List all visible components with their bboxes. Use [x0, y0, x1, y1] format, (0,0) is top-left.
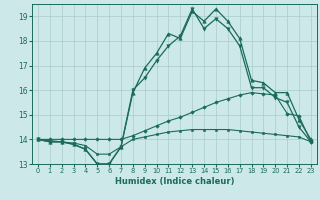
X-axis label: Humidex (Indice chaleur): Humidex (Indice chaleur) — [115, 177, 234, 186]
